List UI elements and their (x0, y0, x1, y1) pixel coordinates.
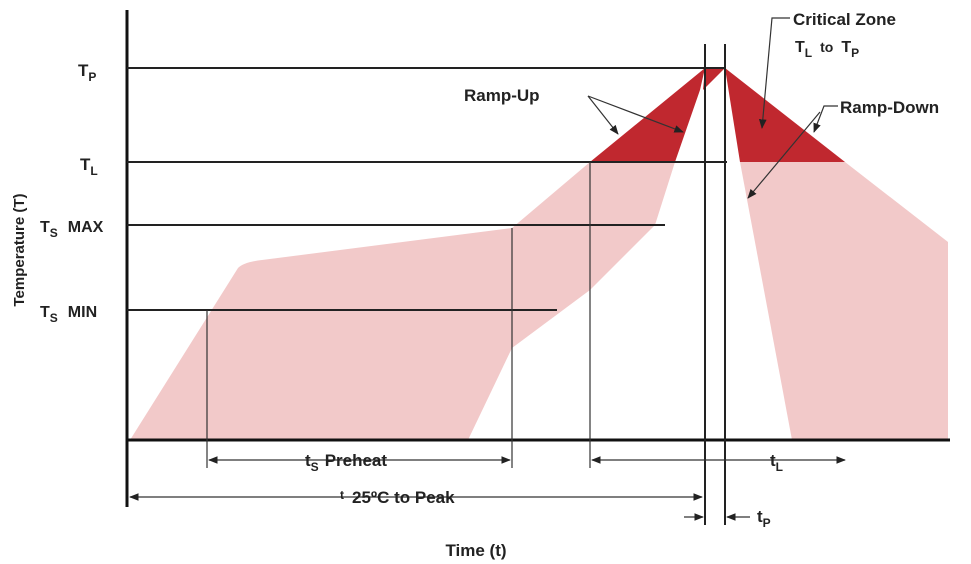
cooldown-envelope (740, 162, 948, 440)
critical-zone-peak (703, 68, 725, 90)
ramp-down-label: Ramp-Down (840, 98, 939, 117)
process-envelope (130, 162, 675, 440)
tsmin-label: TS MIN (40, 304, 97, 325)
ramp-up-pointer-2 (587, 95, 684, 133)
tp-interval-label: tP (757, 507, 771, 530)
tp-label: TP (78, 61, 96, 84)
critical-range-label: TL to TP (795, 39, 859, 60)
tsmax-label: TS MAX (40, 219, 104, 240)
critical-zone-pointer (758, 17, 790, 129)
ramp-down-pointer-1 (813, 105, 838, 133)
ramp-up-label: Ramp-Up (464, 86, 540, 105)
critical-zone-rampup (590, 68, 705, 162)
critical-zone-rampdown (725, 68, 845, 162)
tl-label: TL (80, 155, 98, 178)
ramp-down-pointer-2 (747, 111, 821, 199)
tl-interval-label: tL (770, 451, 783, 474)
preheat-label: tS Preheat (305, 451, 387, 474)
x-axis-title: Time (t) (445, 541, 506, 560)
ramp-up-pointer-1 (587, 95, 619, 135)
to-peak-label: t 25ºC to Peak (340, 488, 455, 507)
y-axis-title: Temperature (T) (11, 193, 28, 306)
critical-zone-label: Critical Zone (793, 10, 896, 29)
